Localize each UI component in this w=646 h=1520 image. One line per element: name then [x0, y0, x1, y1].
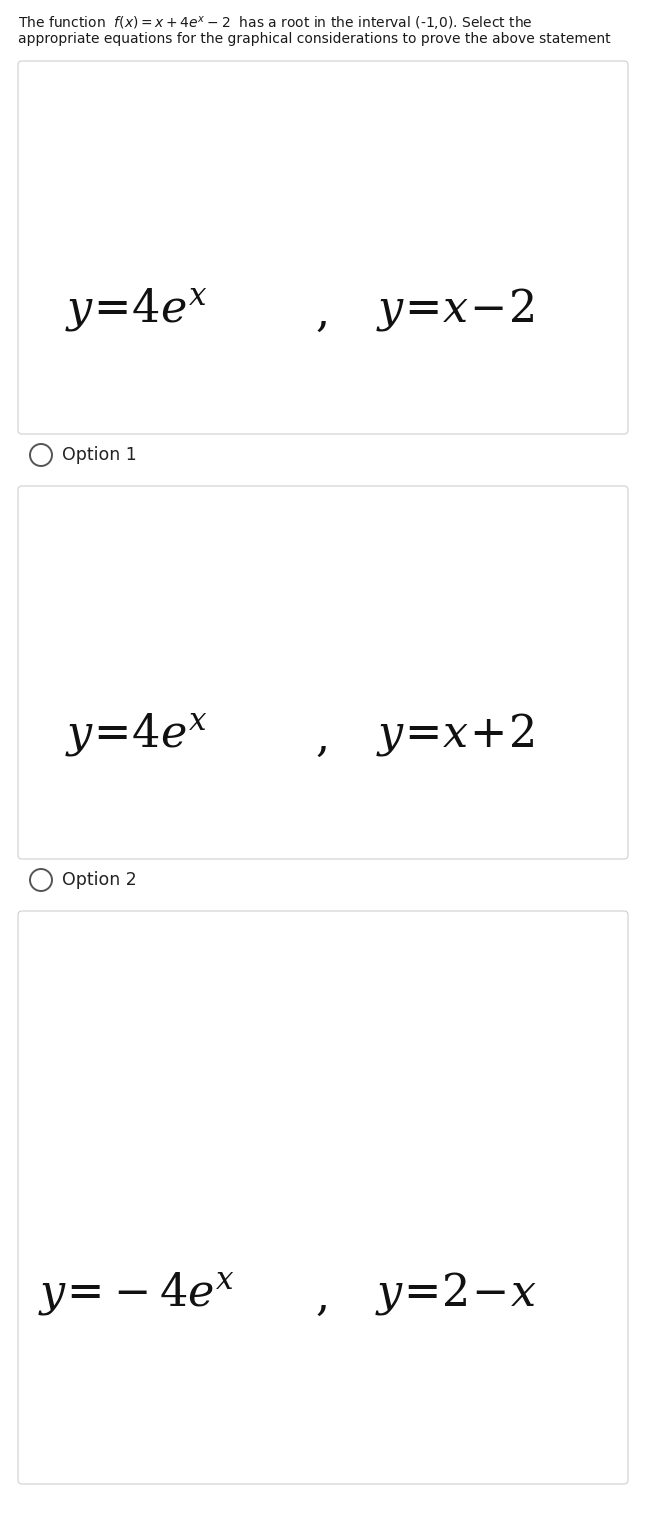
Text: ,: , — [316, 292, 330, 334]
Text: Option 2: Option 2 — [62, 871, 137, 889]
Text: $y\!=\!-4e^{x}$: $y\!=\!-4e^{x}$ — [38, 1271, 234, 1316]
Text: $y\!=\!4e^{x}$: $y\!=\!4e^{x}$ — [65, 286, 208, 333]
Text: The function  $f(x) = x + 4e^x - 2$  has a root in the interval (-1,0). Select t: The function $f(x) = x + 4e^x - 2$ has a… — [18, 14, 533, 32]
Text: $y\!=\!2\!-\!x$: $y\!=\!2\!-\!x$ — [375, 1271, 536, 1316]
Text: $y\!=\!4e^{x}$: $y\!=\!4e^{x}$ — [65, 711, 208, 758]
Text: Option 1: Option 1 — [62, 445, 137, 464]
Text: ,: , — [316, 717, 330, 760]
Text: $y\!=\!x\!+\!2$: $y\!=\!x\!+\!2$ — [377, 711, 534, 758]
Text: ,: , — [316, 1275, 330, 1319]
FancyBboxPatch shape — [18, 61, 628, 435]
Text: appropriate equations for the graphical considerations to prove the above statem: appropriate equations for the graphical … — [18, 32, 610, 46]
FancyBboxPatch shape — [18, 486, 628, 859]
FancyBboxPatch shape — [18, 910, 628, 1484]
Text: $y\!=\!x\!-\!2$: $y\!=\!x\!-\!2$ — [377, 286, 534, 333]
